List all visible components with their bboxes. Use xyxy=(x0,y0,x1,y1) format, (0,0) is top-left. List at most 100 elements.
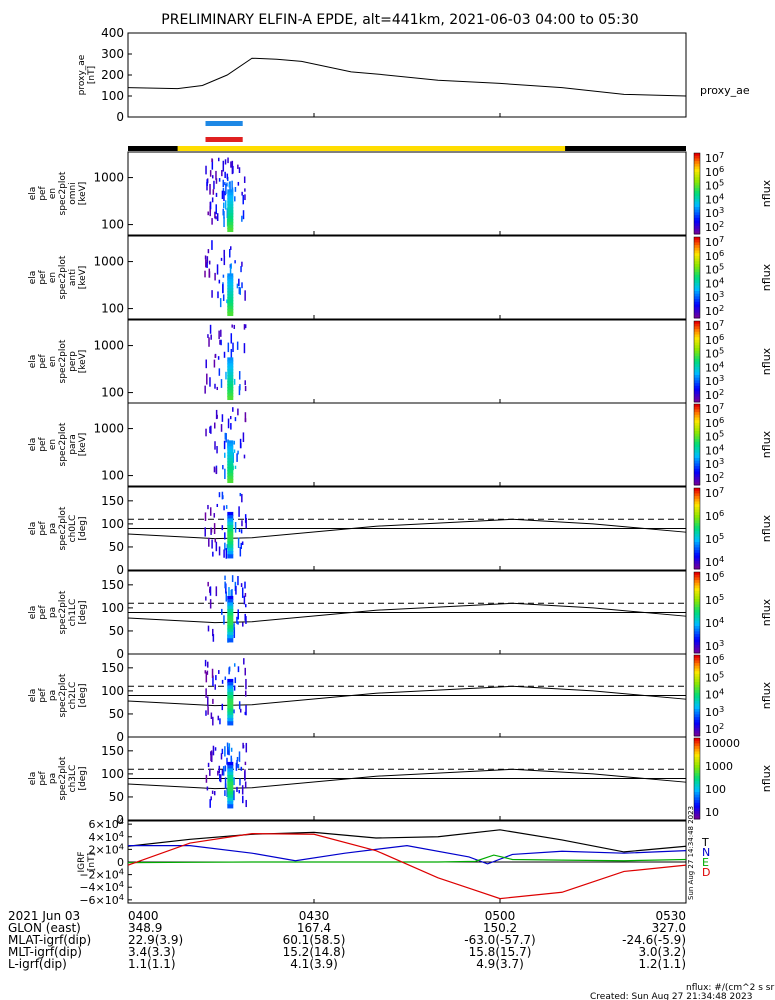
spec-pixel xyxy=(225,583,227,594)
spec-pixel xyxy=(244,412,247,422)
spec-core-pixel xyxy=(227,218,234,224)
colorbar-cell xyxy=(694,730,700,734)
colorbar-cell xyxy=(694,786,700,790)
colorbar-tick-label: 105 xyxy=(705,178,724,193)
spec-pixels-ch0LC xyxy=(204,491,247,559)
spec-pixel xyxy=(209,201,212,210)
colorbar-cell xyxy=(694,196,700,200)
ylabel-line: pef xyxy=(38,604,48,619)
colorbar-tick-label: 106 xyxy=(705,569,724,584)
spec-core-pixel xyxy=(227,691,234,697)
spec-core-pixel xyxy=(227,288,234,293)
colorbar-tick-label: 103 xyxy=(705,205,724,220)
spec-pixel xyxy=(230,747,233,752)
spec-core-pixel xyxy=(227,291,234,296)
colorbar-label: nflux xyxy=(760,598,773,626)
colorbar-outline xyxy=(693,737,701,820)
colorbar-cell xyxy=(694,458,700,462)
spec-pixel xyxy=(213,513,216,518)
spec-pixel xyxy=(236,341,239,350)
spec-pixel xyxy=(244,667,247,676)
colorbar-label: nflux xyxy=(760,681,773,709)
y-tick-label: 50 xyxy=(109,707,124,721)
spec-pixel xyxy=(223,549,225,558)
colorbar-cell xyxy=(694,350,700,354)
y-tick-label: 100 xyxy=(101,517,124,531)
ylabel-line: [keV] xyxy=(78,182,88,206)
colorbar-cell xyxy=(694,706,700,710)
colorbar-cell xyxy=(694,474,700,478)
spec-pixel xyxy=(243,343,246,354)
spec-core-pixel xyxy=(227,615,234,620)
spec-core-pixel xyxy=(227,378,234,383)
colorbar-cell xyxy=(694,180,700,184)
axis-row-value: -24.6(-5.9) xyxy=(622,933,686,947)
colorbar-cell xyxy=(694,425,700,429)
spec-pixel xyxy=(227,746,229,755)
colorbar-tick-label: 107 xyxy=(705,234,724,249)
spec-pixel xyxy=(239,778,241,786)
colorbar-tick-label: 103 xyxy=(705,456,724,471)
igrf-legend-T: T xyxy=(701,836,709,849)
spec-pixel xyxy=(237,537,240,548)
spec-pixel xyxy=(208,268,211,278)
spec-pixel xyxy=(233,663,236,667)
colorbar-cell xyxy=(694,293,700,297)
spec-core-pixel xyxy=(227,801,234,806)
spec-pixel xyxy=(218,279,221,284)
axis-row-value: 348.9 xyxy=(128,921,162,935)
colorbar-cell xyxy=(694,409,700,413)
colorbar-label-text: nflux xyxy=(760,764,773,792)
spec-pixel xyxy=(215,541,218,552)
spec-pixel xyxy=(213,359,216,368)
colorbar-cell xyxy=(694,393,700,398)
colorbar-cell xyxy=(694,634,700,638)
spec-core-pixel xyxy=(227,605,234,610)
colorbar-tick-label: 105 xyxy=(705,531,724,546)
spec-pixel xyxy=(224,542,226,551)
spec-pixel xyxy=(238,506,240,517)
colorbar-cell xyxy=(694,215,700,219)
spec-pixel xyxy=(233,777,235,786)
colorbar-cell xyxy=(694,385,700,389)
spec-core-pixel xyxy=(227,276,234,281)
colorbar-cell xyxy=(694,617,700,622)
spec-pixel xyxy=(222,465,224,470)
spec-pixel xyxy=(238,167,241,173)
y-tick-label: 1000 xyxy=(93,422,124,436)
spec-pixel xyxy=(240,266,242,273)
spec-pixel xyxy=(210,712,213,719)
colorbar-label: nflux xyxy=(760,263,773,291)
spec-pixel xyxy=(212,634,215,642)
spec-pixel xyxy=(222,160,225,172)
spec-pixel xyxy=(205,672,208,683)
spec-ylabel-ch2LC: ela pef pa spec2plot ch2LC [deg] xyxy=(28,673,88,717)
spec-pixel xyxy=(217,356,220,360)
y-tick-label: 2×104 xyxy=(89,841,124,856)
axis-row-value: 0400 xyxy=(128,909,159,923)
colorbar-cell xyxy=(694,466,700,470)
axis-row-value: 4.1(3.9) xyxy=(290,957,338,971)
axis-row-value: 0500 xyxy=(485,909,516,923)
colorbar-cell xyxy=(694,601,700,605)
ylabel-line: pef xyxy=(38,269,48,284)
colorbar-cell xyxy=(694,531,700,535)
spec-core-pixel xyxy=(227,714,234,719)
colorbar-tick-label: 104 xyxy=(705,554,724,569)
colorbar-tick-label: 100 xyxy=(705,783,726,796)
ylabel-line: ch2LC xyxy=(68,682,78,710)
colorbar-cell xyxy=(694,746,700,750)
colorbar-cell xyxy=(694,671,700,675)
colorbar-cell xyxy=(694,775,700,779)
ylabel-line: para xyxy=(68,434,78,454)
y-tick-label: 300 xyxy=(101,47,124,61)
spec-pixel xyxy=(221,190,224,200)
created-note: Created: Sun Aug 27 21:34:48 2023 xyxy=(590,992,752,1000)
colorbar-cell xyxy=(694,665,700,669)
spec-pixel xyxy=(205,359,207,369)
colorbar-label: nflux xyxy=(760,764,773,792)
spec-core-pixel xyxy=(227,595,234,601)
proxy-ae-frame xyxy=(127,32,687,118)
colorbar-tick-label: 105 xyxy=(705,262,724,277)
spec-pixel xyxy=(237,609,239,620)
